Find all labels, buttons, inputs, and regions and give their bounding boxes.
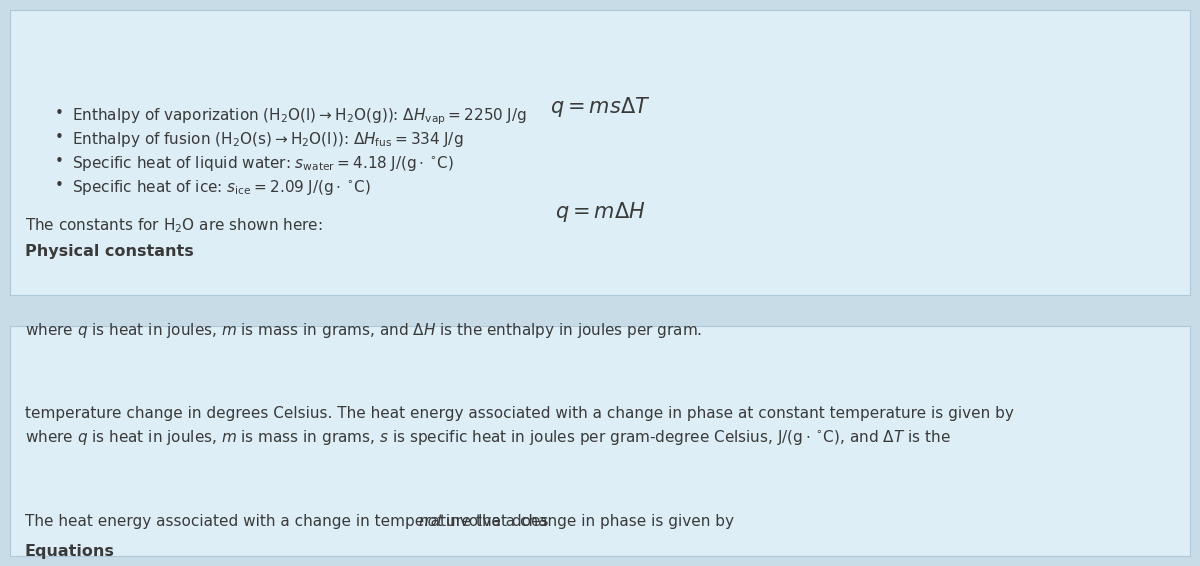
Text: Specific heat of liquid water: $s_\mathrm{water} = 4.18\;\mathrm{J/(g \cdot\,^{\: Specific heat of liquid water: $s_\mathr… <box>72 154 454 173</box>
Text: •: • <box>55 154 64 169</box>
Text: temperature change in degrees Celsius. The heat energy associated with a change : temperature change in degrees Celsius. T… <box>25 406 1014 421</box>
Text: where $q$ is heat in joules, $m$ is mass in grams, and $\Delta H$ is the enthalp: where $q$ is heat in joules, $m$ is mass… <box>25 321 702 340</box>
Text: Equations: Equations <box>25 544 115 559</box>
Text: not: not <box>418 514 443 529</box>
Text: •: • <box>55 178 64 193</box>
Text: Specific heat of ice: $s_\mathrm{ice} = 2.09\;\mathrm{J/(g \cdot\,^{\circ}C)}$: Specific heat of ice: $s_\mathrm{ice} = … <box>72 178 371 197</box>
Text: Enthalpy of vaporization ($\mathrm{H_2O(l){\to}H_2O(g)}$): $\Delta H_\mathrm{vap: Enthalpy of vaporization ($\mathrm{H_2O(… <box>72 106 527 127</box>
Text: $q = m\Delta H$: $q = m\Delta H$ <box>554 200 646 224</box>
Text: •: • <box>55 106 64 121</box>
Text: The constants for $\mathrm{H_2O}$ are shown here:: The constants for $\mathrm{H_2O}$ are sh… <box>25 216 323 235</box>
Text: involve a change in phase is given by: involve a change in phase is given by <box>442 514 734 529</box>
Text: $q = ms\Delta T$: $q = ms\Delta T$ <box>550 95 650 119</box>
Text: where $q$ is heat in joules, $m$ is mass in grams, $s$ is specific heat in joule: where $q$ is heat in joules, $m$ is mass… <box>25 428 950 447</box>
Text: •: • <box>55 130 64 145</box>
Text: Enthalpy of fusion ($\mathrm{H_2O(s){\to}H_2O(l)}$): $\Delta H_\mathrm{fus} = 33: Enthalpy of fusion ($\mathrm{H_2O(s){\to… <box>72 130 463 149</box>
Text: The heat energy associated with a change in temperature that does: The heat energy associated with a change… <box>25 514 553 529</box>
Text: Physical constants: Physical constants <box>25 244 193 259</box>
